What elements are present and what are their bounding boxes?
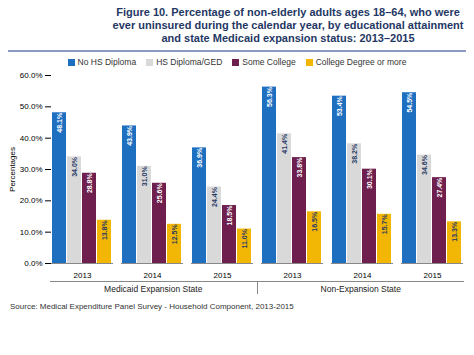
svg-text:30.1%: 30.1%	[366, 168, 373, 189]
svg-text:56.3%: 56.3%	[266, 86, 273, 107]
svg-text:60.0%: 60.0%	[20, 71, 43, 80]
html-text:Some College: Some College	[242, 57, 296, 67]
svg-text:13.8%: 13.8%	[101, 219, 108, 240]
svg-text:2014: 2014	[354, 271, 372, 280]
svg-text:2013: 2013	[284, 271, 302, 280]
svg-text:54.5%: 54.5%	[406, 92, 413, 113]
svg-text:12.5%: 12.5%	[171, 224, 178, 245]
svg-text:43.9%: 43.9%	[126, 125, 133, 146]
svg-text:31.0%: 31.0%	[141, 166, 148, 187]
html-text:HS Diploma/GED: HS Diploma/GED	[156, 57, 223, 67]
svg-text:33.8%: 33.8%	[296, 157, 303, 178]
svg-text:28.8%: 28.8%	[86, 172, 93, 193]
html-text:Non-Expansion State: Non-Expansion State	[320, 284, 401, 294]
svg-text:53.4%: 53.4%	[336, 95, 343, 116]
svg-text:16.5%: 16.5%	[311, 211, 318, 232]
svg-text:24.4%: 24.4%	[211, 186, 218, 207]
svg-text:Percentages: Percentages	[8, 147, 17, 192]
svg-text:2013: 2013	[74, 271, 92, 280]
svg-text:15.7%: 15.7%	[381, 214, 388, 235]
svg-text:48.1%: 48.1%	[56, 112, 63, 133]
svg-text:30.0%: 30.0%	[20, 165, 43, 174]
html-text:College Degree or more: College Degree or more	[315, 57, 407, 67]
svg-text:41.4%: 41.4%	[281, 133, 288, 154]
svg-text:40.0%: 40.0%	[20, 134, 43, 143]
svg-text:38.2%: 38.2%	[351, 143, 358, 164]
svg-text:13.3%: 13.3%	[451, 221, 458, 242]
html-text:No HS Diploma: No HS Diploma	[77, 57, 137, 67]
svg-text:34.6%: 34.6%	[421, 154, 428, 175]
svg-text:18.5%: 18.5%	[226, 205, 233, 226]
svg-text:36.9%: 36.9%	[196, 147, 203, 168]
html-text:Medicaid Expansion State: Medicaid Expansion State	[104, 284, 203, 294]
svg-text:2015: 2015	[214, 271, 232, 280]
html-text:Figure 10. Percentage of non-e: Figure 10. Percentage of non-elderly adu…	[112, 6, 464, 44]
svg-text:2014: 2014	[144, 271, 162, 280]
svg-text:34.0%: 34.0%	[71, 156, 78, 177]
svg-text:27.4%: 27.4%	[436, 177, 443, 198]
html-text:Source: Medical Expenditure Pa: Source: Medical Expenditure Panel Survey…	[10, 302, 294, 311]
svg-text:20.0%: 20.0%	[20, 196, 43, 205]
svg-text:11.0%: 11.0%	[241, 228, 248, 248]
svg-text:2015: 2015	[424, 271, 442, 280]
svg-text:0.0%: 0.0%	[24, 259, 42, 268]
svg-text:25.6%: 25.6%	[156, 183, 163, 204]
svg-text:10.0%: 10.0%	[20, 228, 43, 237]
svg-text:50.0%: 50.0%	[20, 102, 43, 111]
